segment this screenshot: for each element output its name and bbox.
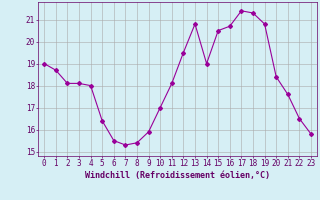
X-axis label: Windchill (Refroidissement éolien,°C): Windchill (Refroidissement éolien,°C) (85, 171, 270, 180)
